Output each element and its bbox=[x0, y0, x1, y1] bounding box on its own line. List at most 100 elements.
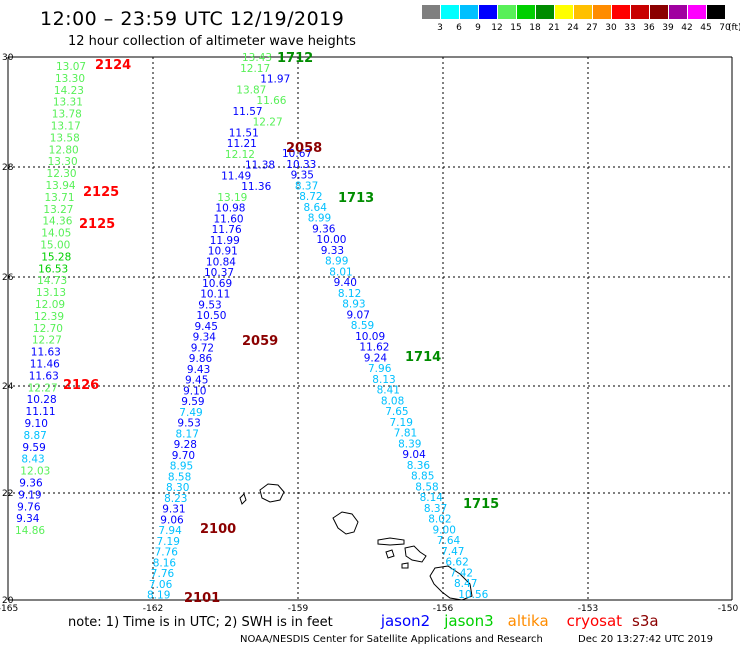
scale-swatch bbox=[631, 5, 649, 19]
swh-value: 11.49 bbox=[221, 170, 251, 182]
island-oahu bbox=[332, 511, 359, 535]
scale-swatch bbox=[555, 5, 573, 19]
scale-label: 12 bbox=[491, 23, 503, 33]
swh-value: 12.30 bbox=[47, 168, 77, 180]
swh-value: 13.30 bbox=[48, 156, 78, 168]
swh-value: 13.30 bbox=[55, 73, 85, 85]
swh-value: 8.41 bbox=[377, 385, 400, 397]
swh-value: 8.39 bbox=[398, 438, 421, 450]
swh-value: 8.93 bbox=[342, 299, 365, 311]
swh-value: 11.21 bbox=[227, 138, 257, 150]
swh-value: 11.62 bbox=[359, 342, 389, 354]
swh-value: 11.66 bbox=[256, 95, 286, 107]
swh-value: 8.99 bbox=[325, 256, 348, 268]
swh-value: 8.58 bbox=[415, 481, 438, 493]
swh-value: 13.17 bbox=[51, 121, 81, 133]
scale-swatch bbox=[593, 5, 611, 19]
swh-value: 12.09 bbox=[35, 299, 65, 311]
swh-value: 7.94 bbox=[158, 525, 182, 537]
swh-value: 9.19 bbox=[18, 489, 41, 501]
swh-value: 9.10 bbox=[25, 418, 48, 430]
swh-value: 9.40 bbox=[334, 277, 357, 289]
swh-value: 9.53 bbox=[198, 299, 221, 311]
pass-time-label: 2126 bbox=[63, 378, 99, 393]
swh-value: 14.23 bbox=[54, 85, 84, 97]
swh-value: 12.27 bbox=[253, 117, 283, 129]
island-kahoolawe bbox=[401, 562, 409, 569]
axis-tick-labels: -165 -162 -159 -156 -153 -150 30 28 26 24 22 20 bbox=[0, 53, 738, 614]
swh-value: 11.57 bbox=[233, 106, 263, 118]
swh-value: 11.76 bbox=[212, 224, 242, 236]
pass-time-label: 2125 bbox=[83, 185, 119, 200]
swh-value: 7.06 bbox=[149, 579, 173, 591]
scale-swatch bbox=[498, 5, 516, 19]
tick-label: 24 bbox=[2, 382, 14, 392]
scale-unit: (ft) bbox=[728, 23, 740, 33]
swh-value: 8.12 bbox=[338, 288, 361, 300]
swh-value: 14.73 bbox=[37, 275, 67, 287]
swh-value: 11.38 bbox=[245, 160, 275, 172]
swh-value: 9.06 bbox=[160, 514, 184, 526]
island-kauai bbox=[259, 483, 285, 503]
scale-label: 6 bbox=[456, 23, 462, 33]
swh-value: 13.43 bbox=[242, 52, 272, 64]
swh-value: 10.56 bbox=[458, 589, 488, 601]
swh-value: 8.37 bbox=[424, 503, 447, 515]
swh-value: 12.12 bbox=[225, 149, 255, 161]
swh-value: 9.04 bbox=[402, 449, 426, 461]
swh-value: 7.76 bbox=[151, 568, 175, 580]
swh-value: 16.53 bbox=[38, 263, 68, 275]
swh-value: 8.23 bbox=[164, 493, 187, 505]
hawaiian-islands bbox=[239, 483, 473, 601]
swh-value: 11.11 bbox=[26, 406, 56, 418]
swh-value: 10.91 bbox=[208, 246, 238, 258]
swh-value: 9.35 bbox=[291, 170, 314, 182]
scale-label: 9 bbox=[475, 23, 481, 33]
swh-value: 8.59 bbox=[351, 320, 374, 332]
scale-label: 30 bbox=[605, 23, 617, 33]
swh-value: 8.16 bbox=[153, 557, 177, 569]
swh-value: 12.39 bbox=[34, 311, 64, 323]
pass-time-label: 2101 bbox=[184, 591, 220, 606]
scale-label: 39 bbox=[662, 23, 674, 33]
swh-value: 7.81 bbox=[394, 428, 417, 440]
tick-label: 28 bbox=[2, 163, 14, 173]
swh-value: 10.33 bbox=[286, 159, 316, 171]
swh-value: 9.86 bbox=[189, 353, 213, 365]
scale-swatch bbox=[479, 5, 497, 19]
tick-label: -162 bbox=[143, 604, 163, 614]
swh-value: 8.30 bbox=[166, 482, 189, 494]
pass-time-label: 1712 bbox=[277, 51, 313, 66]
swh-value: 8.64 bbox=[304, 202, 328, 214]
swh-value: 9.34 bbox=[16, 513, 40, 525]
swh-value: 13.94 bbox=[46, 180, 76, 192]
pass-time-label: 1715 bbox=[463, 497, 499, 512]
scale-swatch bbox=[669, 5, 687, 19]
swh-value: 11.97 bbox=[260, 74, 290, 86]
swh-value: 10.69 bbox=[202, 278, 232, 290]
swh-value: 9.59 bbox=[181, 396, 204, 408]
scale-swatch bbox=[707, 5, 725, 19]
swh-value: 9.33 bbox=[321, 245, 344, 257]
page-subtitle: 12 hour collection of altimeter wave hei… bbox=[68, 34, 356, 49]
swh-value: 9.59 bbox=[22, 442, 45, 454]
island-molokai bbox=[377, 537, 405, 546]
swh-value: 7.19 bbox=[390, 417, 413, 429]
scale-swatch bbox=[612, 5, 630, 19]
swh-value: 10.67 bbox=[282, 148, 312, 160]
pass-time-label: 2100 bbox=[200, 522, 236, 537]
swh-value: 9.36 bbox=[19, 478, 43, 490]
swh-value: 7.19 bbox=[157, 536, 180, 548]
swh-value: 10.98 bbox=[215, 203, 245, 215]
swh-value: 8.36 bbox=[407, 460, 431, 472]
scale-label: 15 bbox=[510, 23, 522, 33]
scale-label: 36 bbox=[643, 23, 655, 33]
swh-value: 13.78 bbox=[52, 109, 82, 121]
swh-value: 8.85 bbox=[411, 471, 434, 483]
swh-value: 11.63 bbox=[31, 347, 61, 359]
scale-swatch bbox=[441, 5, 459, 19]
swh-value: 13.13 bbox=[36, 287, 66, 299]
scale-swatch bbox=[460, 5, 478, 19]
swh-value: 14.86 bbox=[15, 525, 45, 537]
swh-value: 7.96 bbox=[368, 363, 392, 375]
